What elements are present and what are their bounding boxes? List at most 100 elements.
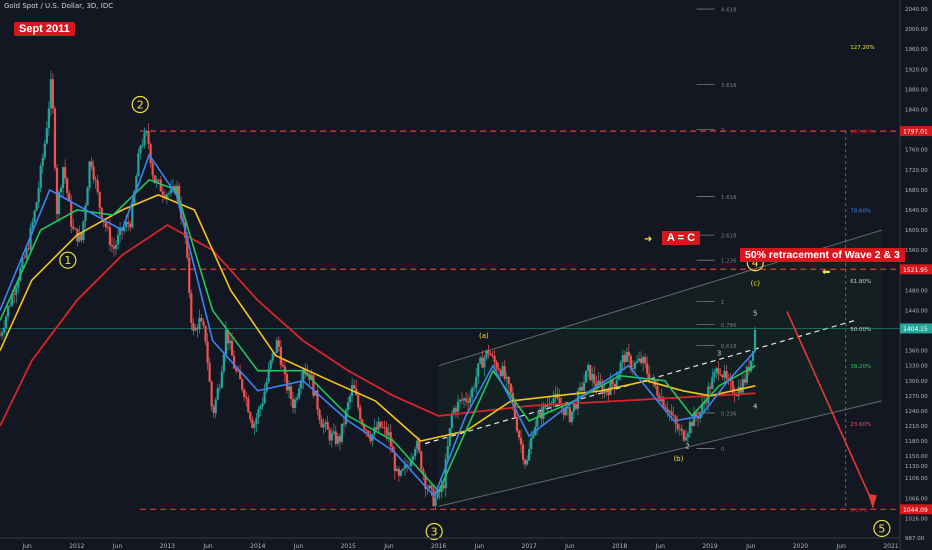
candle-body [715, 368, 718, 372]
candle-body [84, 205, 87, 222]
candle-body [320, 419, 323, 428]
candle-body [7, 306, 10, 317]
candle-body [505, 377, 508, 379]
candle-body [129, 224, 132, 228]
candle-body [741, 379, 744, 393]
candle-body [202, 321, 205, 326]
price-badge [900, 126, 932, 137]
candle-body [690, 422, 694, 427]
candle-body [220, 371, 223, 388]
candle-body [723, 370, 726, 378]
y-tick-label: 987.00 [905, 536, 925, 542]
fib-level-label: 0.236 [721, 411, 737, 417]
candle-body [452, 408, 455, 414]
candle-body [289, 386, 293, 399]
y-tick-label: 1270.00 [905, 394, 928, 400]
fib-ratio-label: 127.20% [850, 45, 874, 51]
candle-body [713, 371, 716, 377]
candle-body [271, 352, 274, 361]
candle-body [743, 379, 746, 383]
x-tick-label: 2021 [883, 543, 898, 550]
candle-body [137, 153, 140, 177]
candle-body [243, 389, 246, 398]
candle-body [0, 332, 4, 336]
candle-body [296, 397, 299, 400]
candle-body [696, 416, 700, 419]
y-tick-label: 1920.00 [905, 67, 928, 73]
candle-body [613, 384, 616, 387]
candle-body [86, 187, 89, 206]
candle-body [694, 412, 698, 417]
candle-body [259, 406, 262, 410]
candle-body [57, 192, 61, 214]
candle-body [27, 248, 30, 250]
candle-body [725, 370, 728, 379]
candle-body [159, 179, 162, 192]
y-tick-label: 1150.00 [905, 454, 928, 460]
candle-body [312, 375, 315, 396]
candle-body [198, 317, 201, 330]
candle-body [139, 145, 142, 154]
candle-body [648, 373, 651, 382]
candle-body [194, 327, 197, 331]
a-equals-c-label: A = C [662, 231, 701, 245]
pointer-arrow-icon: ⬅ [822, 267, 830, 278]
candle-body [568, 407, 571, 422]
candle-body [302, 369, 305, 381]
candle-body [735, 394, 738, 397]
y-tick-label: 2040.00 [905, 7, 928, 13]
candle-body [171, 186, 175, 189]
candle-body [731, 381, 734, 393]
candle-body [163, 195, 166, 198]
candle-body [340, 423, 344, 442]
candle-body [55, 167, 59, 214]
candle-body [487, 350, 490, 354]
candle-body [454, 408, 457, 412]
y-tick-label: 1026.00 [905, 516, 928, 522]
candle-body [35, 202, 38, 211]
candle-body [114, 244, 118, 249]
x-tick-label: 2013 [160, 543, 175, 550]
candle-body [717, 368, 720, 375]
candle-body [497, 368, 500, 371]
y-tick-label: 1480.00 [905, 288, 928, 294]
candle-body [143, 132, 146, 146]
price-badge [900, 504, 932, 515]
y-tick-label: 1600.00 [905, 228, 928, 234]
candle-body [51, 79, 55, 109]
candle-body [633, 362, 637, 369]
projection-arrowhead [867, 493, 877, 509]
candle-body [263, 391, 266, 404]
x-tick-label: 2012 [69, 543, 84, 550]
candle-body [336, 436, 339, 444]
candle-body [21, 257, 24, 268]
y-tick-label: 1360.00 [905, 349, 928, 355]
candle-body [656, 386, 659, 396]
wave-label: 1 [64, 254, 71, 267]
sept-2011-label: Sept 2011 [14, 22, 75, 36]
candle-body [300, 380, 303, 389]
candle-body [495, 361, 498, 369]
candle-body [228, 340, 232, 344]
candle-body [253, 424, 256, 428]
candle-body [346, 402, 350, 410]
candle-body [322, 424, 325, 428]
candle-body [353, 385, 356, 389]
candle-body [330, 433, 333, 441]
fib-level-label: 4.618 [721, 8, 737, 14]
candle-body [424, 474, 427, 489]
candle-body [68, 192, 71, 202]
candle-body [192, 322, 195, 331]
candle-body [72, 226, 75, 229]
fib-level-label: 2.618 [721, 234, 737, 240]
wave-circle [59, 251, 77, 269]
candle-body [53, 108, 57, 168]
candle-body [552, 398, 555, 403]
candle-body [275, 340, 278, 353]
candle-body [462, 398, 466, 401]
y-tick-label: 1066.00 [905, 496, 928, 502]
candle-body [118, 227, 122, 236]
candle-body [361, 419, 364, 426]
candle-body [232, 355, 236, 369]
